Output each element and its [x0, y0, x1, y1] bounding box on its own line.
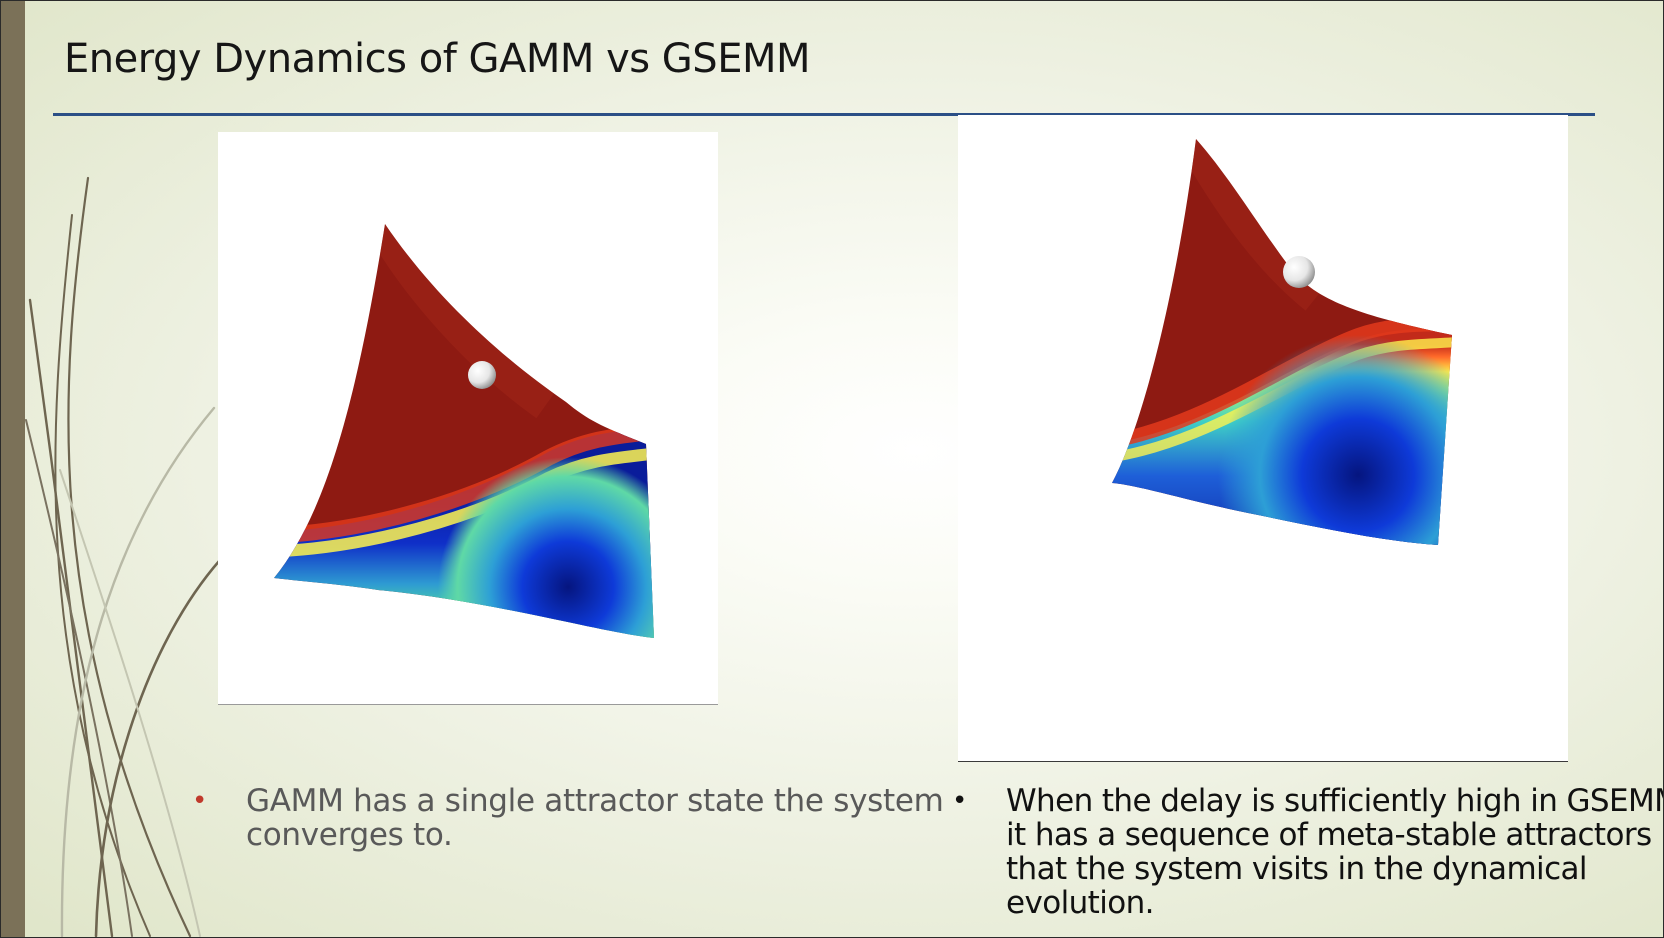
bullet-marker-icon: •	[952, 786, 968, 816]
energy-surface-meta-stable-icon	[1112, 139, 1452, 545]
decorative-side-bar	[1, 1, 25, 937]
bullet-marker-icon: •	[192, 786, 208, 816]
title-underline	[53, 113, 1595, 116]
state-ball-icon	[1283, 256, 1315, 288]
gamm-bullet-text: GAMM has a single attractor state the sy…	[246, 783, 944, 853]
gsemm-energy-figure	[958, 115, 1568, 762]
state-ball-icon	[468, 361, 496, 389]
gamm-energy-figure	[218, 132, 718, 705]
slide-title: Energy Dynamics of GAMM vs GSEMM	[64, 36, 811, 82]
energy-surface-single-attractor-icon	[274, 224, 654, 638]
decorative-swoosh-lines	[25, 176, 222, 938]
gsemm-bullet-text: When the delay is sufficiently high in G…	[1006, 783, 1664, 921]
